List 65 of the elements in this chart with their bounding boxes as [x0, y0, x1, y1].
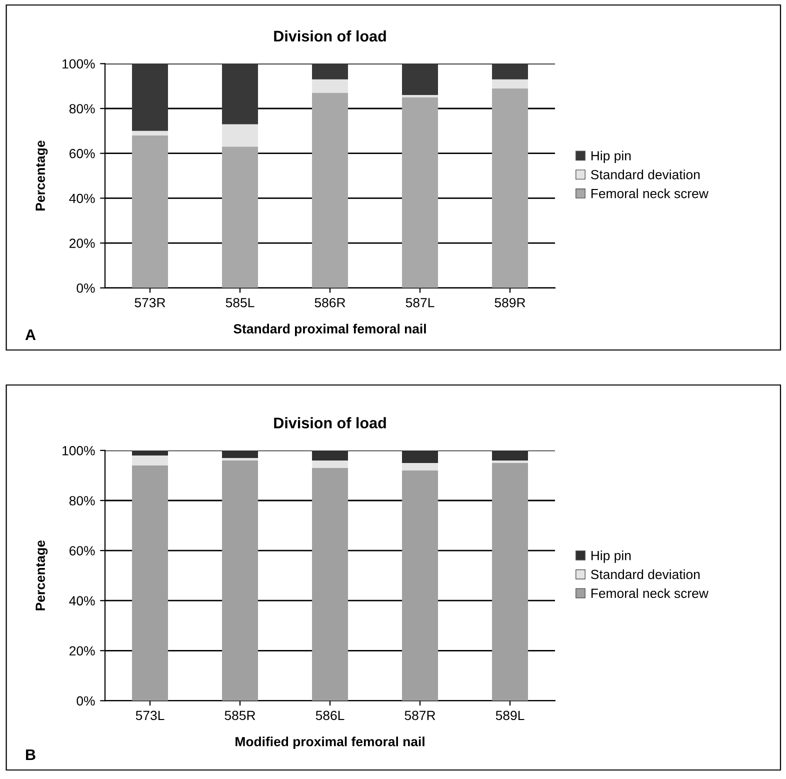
y-tick-label: 40% — [69, 194, 95, 204]
bar — [222, 124, 258, 147]
legend-label: Hip pin — [591, 550, 631, 563]
bar — [402, 462, 438, 470]
bar — [312, 64, 348, 80]
y-tick-label: 100% — [62, 59, 95, 69]
bar — [402, 470, 438, 701]
y-tick-label: 80% — [69, 104, 95, 114]
bar — [312, 460, 348, 468]
x-tick-label: 589R — [494, 298, 526, 308]
bar — [402, 97, 438, 288]
x-axis-title: Modified proximal femoral nail — [236, 736, 424, 749]
x-tick-label: 585L — [226, 298, 254, 308]
y-tick-label: 80% — [69, 496, 95, 506]
bar — [492, 450, 528, 460]
y-tick-label: 20% — [70, 238, 95, 248]
bar — [132, 455, 168, 466]
bar — [402, 64, 438, 96]
x-tick-label: 573R — [134, 298, 166, 308]
legend-label: Femoral neck screw — [591, 188, 708, 198]
y-tick-label: 60% — [70, 546, 95, 556]
bar — [132, 130, 168, 136]
y-tick-label: 0% — [76, 696, 95, 706]
bar — [492, 462, 528, 701]
bar — [492, 88, 528, 288]
x-tick-label: 587R — [404, 710, 436, 720]
bar — [222, 450, 258, 458]
chart-title: Division of load — [274, 30, 386, 42]
y-tick-label: 60% — [70, 148, 95, 158]
y-tick-label: 100% — [62, 446, 95, 456]
bar — [312, 450, 348, 460]
x-tick-label: 587L — [406, 298, 434, 308]
bar — [132, 64, 168, 131]
bar — [222, 146, 258, 288]
y-tick-label: 20% — [70, 646, 95, 656]
x-tick-label: 573L — [136, 710, 164, 720]
text: A — [25, 329, 36, 340]
y-axis-title: Percentage — [36, 140, 48, 210]
legend-label: Femoral neck screw — [591, 588, 708, 598]
legend-label: Hip pin — [591, 150, 631, 164]
bar — [402, 450, 438, 463]
bar — [312, 92, 348, 288]
x-axis-title: Standard proximal femoral nail — [234, 324, 426, 336]
x-tick-label: 586L — [316, 710, 344, 720]
legend-label: Standard deviation — [590, 569, 700, 580]
x-tick-label: 585R — [224, 710, 256, 720]
bar — [132, 465, 168, 701]
bar — [492, 64, 528, 80]
x-tick-label: 586R — [314, 298, 346, 308]
chart-title: Division of load — [274, 417, 386, 428]
x-tick-label: 589L — [496, 710, 524, 720]
y-axis-title: Percentage — [36, 540, 48, 610]
bar — [222, 458, 258, 460]
bar — [132, 135, 168, 288]
text: B — [26, 749, 36, 760]
y-tick-label: 40% — [69, 596, 95, 606]
legend-label: Standard deviation — [590, 170, 700, 180]
bar — [492, 79, 528, 88]
bar — [312, 79, 348, 93]
bar — [492, 460, 528, 463]
bar — [132, 450, 168, 456]
bar — [312, 468, 348, 701]
y-tick-label: 0% — [76, 283, 95, 293]
bar — [222, 64, 258, 124]
bar — [222, 460, 258, 701]
